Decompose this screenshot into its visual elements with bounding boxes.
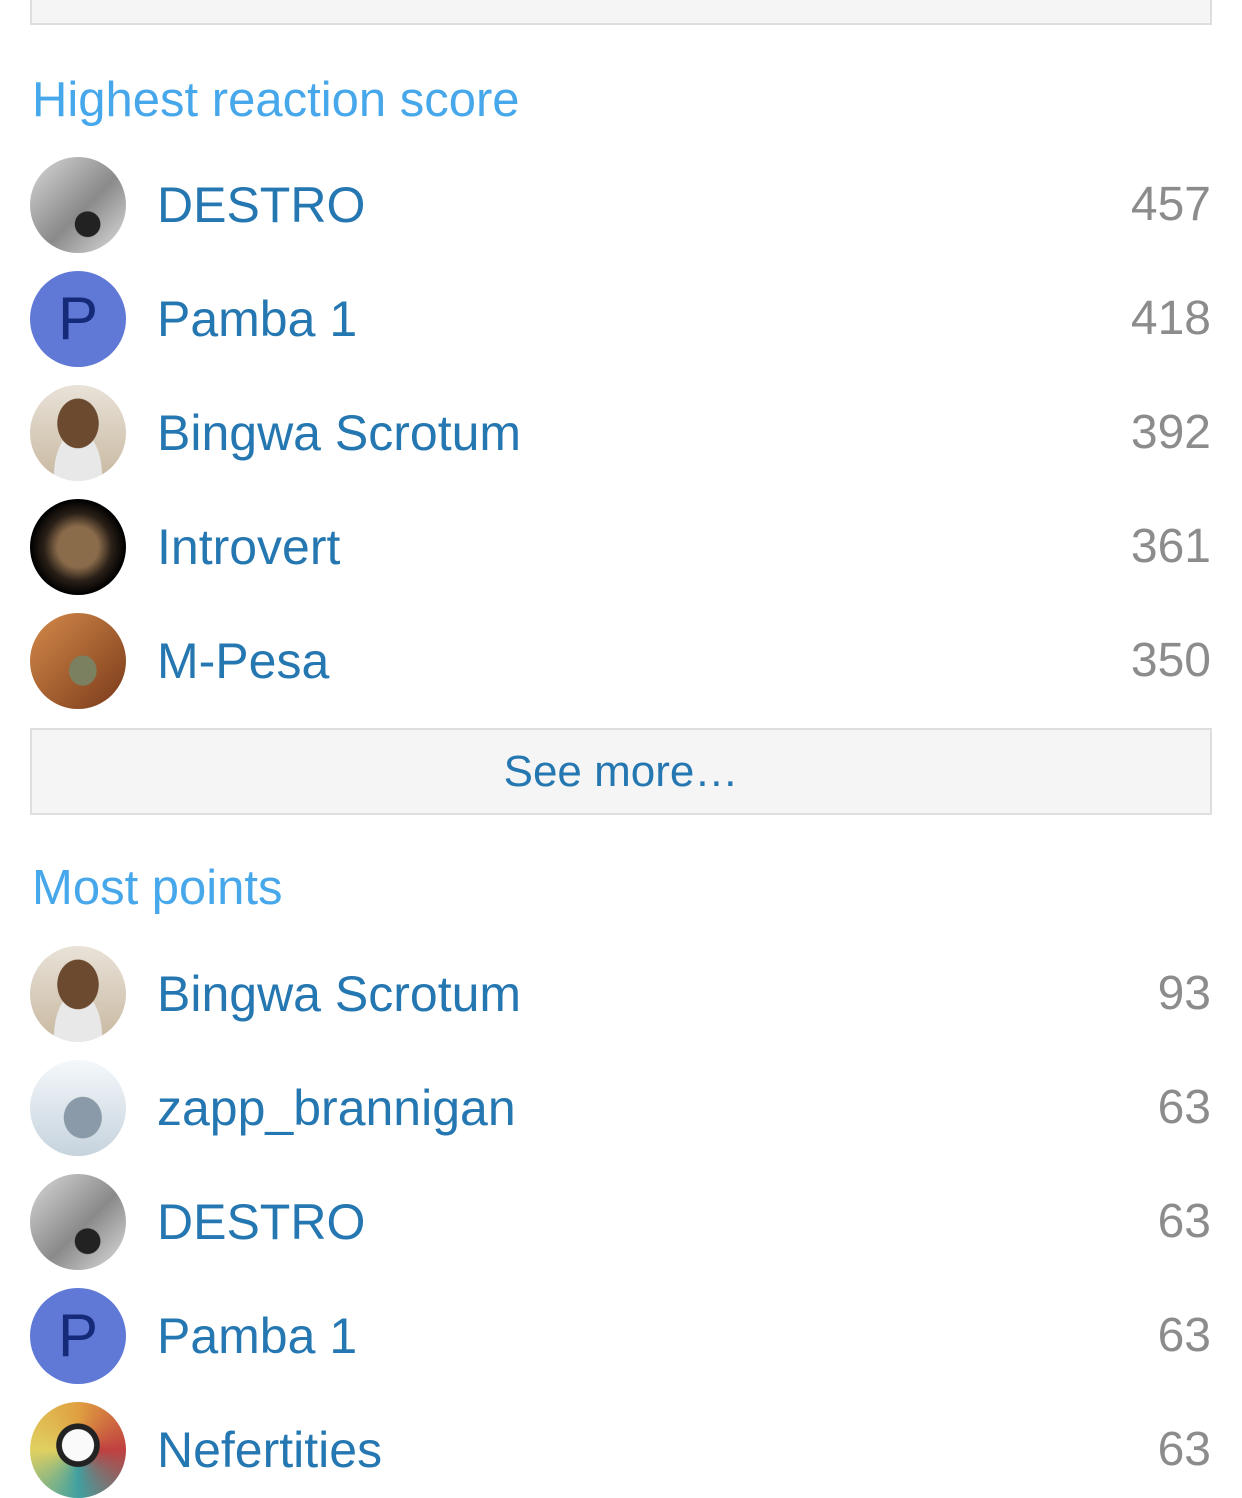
member-score: 93 xyxy=(1157,967,1211,1020)
section-title-points: Most points xyxy=(32,861,283,915)
member-name-link[interactable]: Bingwa Scrotum xyxy=(157,405,522,461)
member-row[interactable]: zapp_brannigan 63 xyxy=(30,1060,1211,1156)
member-score: 63 xyxy=(1157,1309,1211,1362)
member-score: 350 xyxy=(1130,634,1211,687)
member-score: 63 xyxy=(1157,1423,1211,1476)
member-row[interactable]: P Pamba 1 418 xyxy=(30,271,1211,367)
member-name-link[interactable]: Bingwa Scrotum xyxy=(157,966,522,1022)
member-score: 457 xyxy=(1130,178,1211,231)
member-name-link[interactable]: M-Pesa xyxy=(157,633,330,689)
member-name-link[interactable]: Nefertities xyxy=(157,1422,383,1478)
avatar[interactable]: P xyxy=(30,1288,126,1384)
avatar[interactable] xyxy=(30,385,126,481)
avatar[interactable] xyxy=(30,1174,126,1270)
member-name-link[interactable]: DESTRO xyxy=(157,1194,366,1250)
avatar[interactable] xyxy=(30,1402,126,1498)
member-name-link[interactable]: zapp_brannigan xyxy=(157,1080,516,1136)
member-row[interactable]: Introvert 361 xyxy=(30,499,1211,595)
member-row[interactable]: M-Pesa 350 xyxy=(30,613,1211,709)
avatar[interactable]: P xyxy=(30,271,126,367)
member-row[interactable]: DESTRO 63 xyxy=(30,1174,1211,1270)
member-name-link[interactable]: Introvert xyxy=(157,519,341,575)
previous-see-more-button[interactable] xyxy=(30,0,1212,25)
section-title-reaction: Highest reaction score xyxy=(32,73,520,127)
avatar[interactable] xyxy=(30,499,126,595)
member-score: 418 xyxy=(1130,292,1211,345)
member-score: 63 xyxy=(1157,1081,1211,1134)
member-row[interactable]: P Pamba 1 63 xyxy=(30,1288,1211,1384)
member-name-link[interactable]: DESTRO xyxy=(157,177,366,233)
member-row[interactable]: Nefertities 63 xyxy=(30,1402,1211,1498)
member-name-link[interactable]: Pamba 1 xyxy=(157,291,358,347)
member-name-link[interactable]: Pamba 1 xyxy=(157,1308,358,1364)
avatar[interactable] xyxy=(30,157,126,253)
member-row[interactable]: Bingwa Scrotum 392 xyxy=(30,385,1211,481)
member-score: 361 xyxy=(1130,520,1211,573)
avatar[interactable] xyxy=(30,946,126,1042)
avatar[interactable] xyxy=(30,613,126,709)
member-row[interactable]: DESTRO 457 xyxy=(30,157,1211,253)
member-score: 392 xyxy=(1130,406,1211,459)
see-more-button[interactable]: See more… xyxy=(30,728,1212,815)
member-score: 63 xyxy=(1157,1195,1211,1248)
avatar[interactable] xyxy=(30,1060,126,1156)
member-row[interactable]: Bingwa Scrotum 93 xyxy=(30,946,1211,1042)
